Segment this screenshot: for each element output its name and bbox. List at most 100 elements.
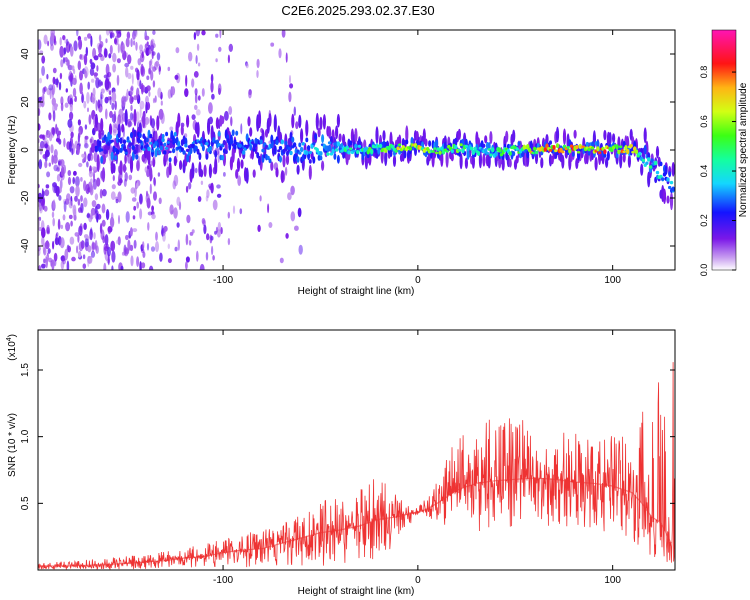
spectrogram-noise-cell (133, 40, 136, 46)
spectrogram-noise-cell (215, 33, 219, 38)
spectrogram-band-cell (552, 145, 556, 150)
spectrogram-band-cell (156, 115, 160, 131)
spectrogram-noise-cell (105, 38, 108, 44)
spectrogram-band-cell (306, 145, 311, 151)
spectrogram-noise-cell (111, 265, 114, 270)
spectrogram-band-cell (298, 151, 302, 155)
spectrogram-noise-cell (129, 244, 134, 252)
spectrogram-band-cell (345, 145, 349, 150)
spectrogram-band-cell (171, 148, 176, 154)
spectrogram-band-cell (643, 144, 647, 155)
spectrogram-noise-cell (150, 40, 154, 52)
spectrogram-noise-cell (102, 235, 106, 244)
spectrogram-noise-cell (194, 93, 198, 104)
spectrogram-noise-cell (84, 124, 88, 130)
spectrogram-noise-cell (67, 59, 70, 69)
spectrogram-noise-cell (91, 166, 97, 171)
spectrogram-noise-cell (289, 83, 294, 89)
spectrogram-noise-cell (79, 70, 83, 81)
spectrogram-noise-cell (41, 263, 46, 269)
snr-y-axis-label: SNR (10 * v/v) (7, 413, 18, 477)
spectrogram-noise-cell (52, 199, 56, 210)
spectrogram-band-cell (352, 149, 356, 153)
spectrogram-noise-cell (237, 175, 242, 187)
spectrogram-band-cell (252, 148, 256, 152)
spectrogram-band-cell (489, 131, 493, 144)
y-tick-label: 20 (20, 96, 31, 108)
spectrogram-band-cell (205, 142, 209, 146)
spectrogram-noise-cell (92, 178, 97, 190)
spectrogram-band-cell (357, 144, 362, 148)
spectrogram-noise-cell (146, 75, 150, 81)
spectrogram-band-cell (131, 145, 135, 151)
spectrogram-band-cell (184, 143, 188, 148)
spectrogram-noise-cell (85, 46, 89, 57)
spectrogram-band-cell (121, 144, 125, 147)
spectrogram-noise-cell (89, 153, 94, 161)
spectrogram-noise-cell (110, 240, 116, 252)
spectrogram-noise-cell (59, 237, 65, 249)
spectrogram-noise-cell (158, 197, 162, 205)
spectrogram-band-cell (154, 148, 158, 158)
spectrogram-band-cell (643, 127, 647, 144)
spectrogram-noise-cell (72, 87, 77, 98)
spectrogram-noise-cell (136, 201, 139, 209)
spectrogram-noise-cell (64, 248, 69, 261)
spectrogram-band-cell (319, 116, 323, 130)
spectrogram-band-cell (349, 140, 353, 146)
spectrogram-band-cell (138, 139, 142, 144)
spectrogram-band-cell (476, 151, 481, 156)
spectrogram-noise-cell (70, 46, 74, 57)
spectrogram-noise-cell (46, 171, 51, 178)
spectrogram-band-cell (517, 141, 521, 146)
spectrogram-noise-cell (90, 35, 93, 47)
spectrogram-band-cell (296, 164, 300, 175)
spectrogram-band-cell (163, 142, 167, 147)
spectrogram-noise-cell (88, 255, 93, 264)
spectrogram-band-cell (235, 169, 239, 179)
spectrogram-noise-cell (210, 235, 214, 241)
spectrogram-band-cell (114, 155, 118, 161)
spectrogram-band-cell (252, 169, 256, 178)
spectrogram-noise-cell (132, 228, 138, 233)
spectrogram-noise-cell (188, 182, 192, 190)
spectrogram-band-cell (562, 128, 567, 146)
spectrogram-noise-cell (151, 213, 156, 220)
spectrogram-band-cell (107, 131, 111, 142)
spectrogram-band-cell (573, 129, 577, 139)
spectrogram-noise-cell (90, 207, 96, 216)
spectrogram-noise-cell (52, 240, 55, 250)
spectrogram-band-cell (469, 146, 474, 151)
spectrogram-band-cell (366, 153, 370, 159)
spectrogram-noise-cell (155, 241, 159, 253)
spectrogram-noise-cell (136, 256, 140, 267)
spectrogram-noise-cell (270, 42, 275, 47)
spectrogram-noise-cell (63, 137, 66, 148)
spectrogram-noise-cell (69, 186, 75, 194)
spectrogram-noise-cell (82, 254, 86, 260)
spectrogram-noise-cell (97, 53, 103, 58)
spectrogram-noise-cell (284, 166, 288, 176)
spectrogram-noise-cell (174, 246, 178, 252)
spectrogram-band-cell (464, 157, 468, 169)
spectrogram-noise-cell (115, 198, 119, 204)
spectrogram-band-cell (568, 148, 572, 154)
spectrogram-band-cell (596, 140, 600, 147)
spectrogram-band-cell (655, 145, 660, 159)
spectrogram-noise-cell (75, 176, 80, 187)
spectrogram-noise-cell (268, 222, 273, 228)
spectrogram-noise-cell (108, 53, 112, 59)
colorbar-tick-label: 0.4 (699, 165, 709, 178)
spectrogram-band-cell (305, 137, 309, 143)
spectrogram-noise-cell (105, 108, 108, 120)
colorbar-ticks: 0.0 0.2 0.4 0.6 0.8 (699, 66, 736, 276)
snr-line (38, 362, 675, 570)
spectrogram-band-cell (555, 143, 560, 149)
spectrogram-noise-cell (45, 184, 50, 189)
spectrogram-band-cell (142, 148, 146, 151)
spectrogram-noise-cell (113, 110, 117, 123)
x-tick-label: 100 (604, 575, 621, 586)
spectrogram-band-cell (321, 160, 325, 171)
spectrogram-noise-cell (218, 46, 222, 52)
spectrogram-band-cell (296, 156, 300, 163)
